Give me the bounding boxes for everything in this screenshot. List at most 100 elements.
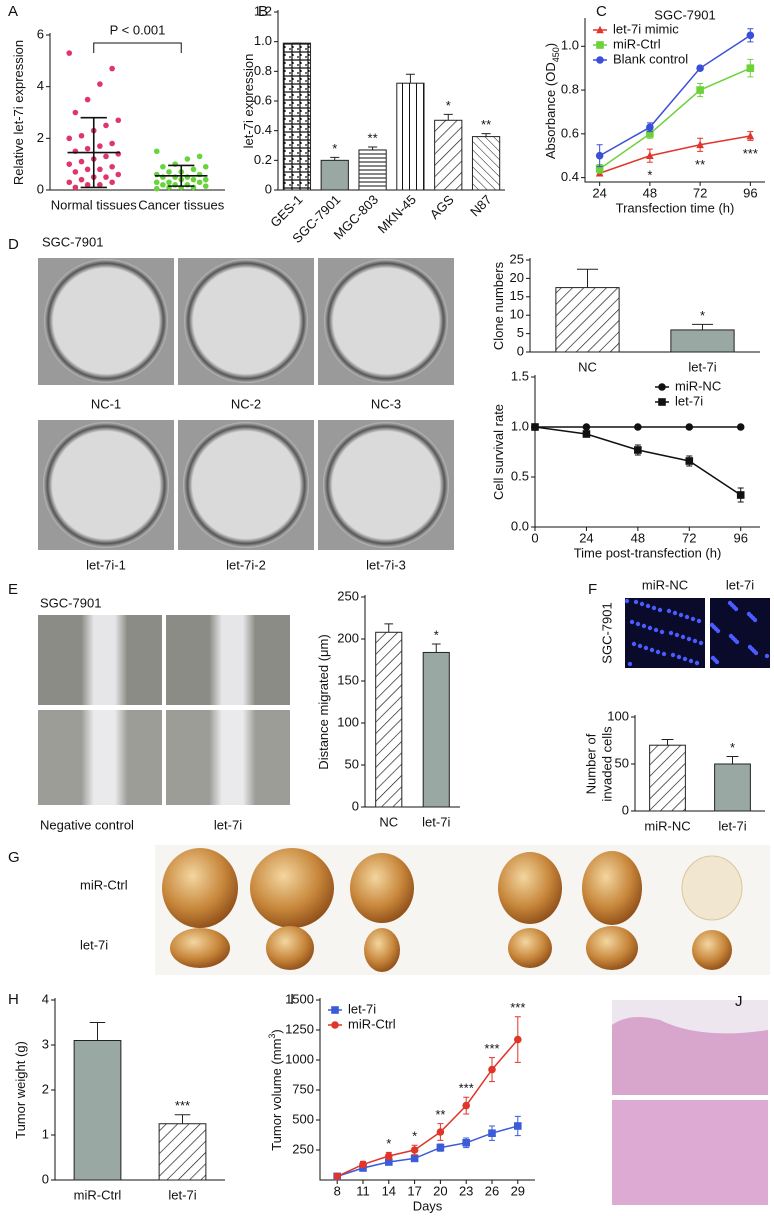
marker xyxy=(514,1035,522,1044)
data-point xyxy=(103,122,109,129)
data-point xyxy=(103,153,109,160)
nucleus xyxy=(631,641,637,647)
significance-label: *** xyxy=(175,1098,190,1113)
x-tick-label: 48 xyxy=(631,530,645,545)
marker xyxy=(595,151,604,160)
series-line xyxy=(336,1039,519,1178)
axes xyxy=(319,998,535,1181)
y-tick-label: 2 xyxy=(42,1081,49,1096)
bar xyxy=(670,329,735,353)
significance-label: *** xyxy=(459,1081,474,1096)
cell-line-label: SGC-7901 xyxy=(42,234,103,249)
data-point xyxy=(160,163,166,170)
x-tick-label: miR-Ctrl xyxy=(74,1187,122,1202)
dish xyxy=(323,422,449,548)
y-tick-label: 100 xyxy=(337,714,359,729)
marker xyxy=(436,1128,445,1136)
x-tick-label: Cancer tissues xyxy=(138,197,224,212)
y-axis-label: Tumor volume (mm3) xyxy=(267,1029,284,1151)
photo xyxy=(625,598,705,668)
y-tick-label: 100 xyxy=(607,708,629,723)
y-tick-label: 1000 xyxy=(285,1051,314,1066)
dish xyxy=(324,259,448,383)
panel-letter: I xyxy=(290,991,294,1008)
x-tick-label: 26 xyxy=(485,1183,499,1198)
series-line xyxy=(599,67,751,170)
nucleus xyxy=(659,629,665,635)
nucleus xyxy=(698,640,704,646)
y-axis-label-part: 3 xyxy=(267,1034,277,1039)
y-tick-label: 20 xyxy=(510,270,524,285)
y-tick-label: 4 xyxy=(37,78,44,93)
data-point xyxy=(184,156,191,162)
tumor xyxy=(498,852,562,924)
nucleus xyxy=(709,622,715,628)
data-point xyxy=(166,179,172,186)
data-point xyxy=(202,176,209,183)
data-point xyxy=(109,140,115,147)
nucleus xyxy=(692,638,698,644)
legend-label: let-7i xyxy=(675,393,703,408)
x-tick-label: 24 xyxy=(592,185,606,200)
x-tick-label: 11 xyxy=(356,1183,370,1198)
tumor xyxy=(508,928,552,968)
bar xyxy=(396,82,425,191)
x-tick-label: 72 xyxy=(682,530,696,545)
error-bar xyxy=(330,156,340,161)
y-axis-label: Absorbance (OD450) xyxy=(543,43,561,159)
y-tick-label: 0.6 xyxy=(254,92,272,107)
marker xyxy=(331,1006,339,1014)
y-tick-label: 10 xyxy=(510,307,524,322)
data-point xyxy=(78,132,85,139)
significance-label: * xyxy=(412,1129,417,1144)
significance-label: ** xyxy=(435,1107,445,1122)
nucleus xyxy=(680,634,686,640)
data-point xyxy=(196,153,203,160)
marker xyxy=(696,64,704,72)
bar xyxy=(358,149,387,191)
photo xyxy=(612,1100,768,1205)
y-tick-label: 0.6 xyxy=(561,125,579,140)
error-bar xyxy=(576,268,599,288)
series-line xyxy=(599,135,751,174)
nucleus xyxy=(653,627,659,633)
significance-label: ** xyxy=(368,130,378,145)
data-point xyxy=(202,183,209,189)
y-axis-label-part: Clone numbers xyxy=(491,261,506,350)
y-tick-label: 15 xyxy=(510,288,524,303)
y-tick-label: 1.2 xyxy=(254,3,272,18)
y-tick-label: 0.4 xyxy=(254,122,272,137)
y-tick-label: 0 xyxy=(517,343,524,358)
tumor xyxy=(582,851,642,925)
bar xyxy=(555,287,620,353)
y-axis-label-part: let-7i expression xyxy=(241,54,256,149)
significance-label: * xyxy=(434,627,439,642)
marker xyxy=(514,1122,522,1130)
x-axis-label: Time post-transfection (h) xyxy=(574,545,722,560)
nucleus xyxy=(764,653,770,659)
cell-line-label: SGC-7901 xyxy=(40,595,101,610)
y-tick-label: 5 xyxy=(517,325,524,340)
significance-label: * xyxy=(446,98,451,113)
y-tick-label: 0 xyxy=(265,181,272,196)
nucleus xyxy=(637,643,643,649)
tumor xyxy=(350,853,414,923)
nucleus xyxy=(651,605,657,611)
significance-label: * xyxy=(332,141,337,156)
y-axis-label-part: 450 xyxy=(551,47,561,62)
data-point xyxy=(115,171,122,178)
photo-label: let-7i-2 xyxy=(226,557,266,572)
x-tick-label: 20 xyxy=(433,1183,447,1198)
marker xyxy=(634,423,642,431)
data-point xyxy=(72,109,79,116)
cell-line-label: SGC-7901 xyxy=(599,602,614,663)
data-point xyxy=(115,117,122,124)
y-tick-label: 0.0 xyxy=(511,518,529,533)
marker xyxy=(582,430,591,438)
y-axis-label-part: Relative let-7i expression xyxy=(11,40,26,185)
nucleus xyxy=(639,601,645,607)
nucleus xyxy=(633,599,639,605)
y-axis-label: let-7i expression xyxy=(241,54,256,149)
chart-title: SGC-7901 xyxy=(654,7,715,22)
error-bar xyxy=(481,133,491,137)
